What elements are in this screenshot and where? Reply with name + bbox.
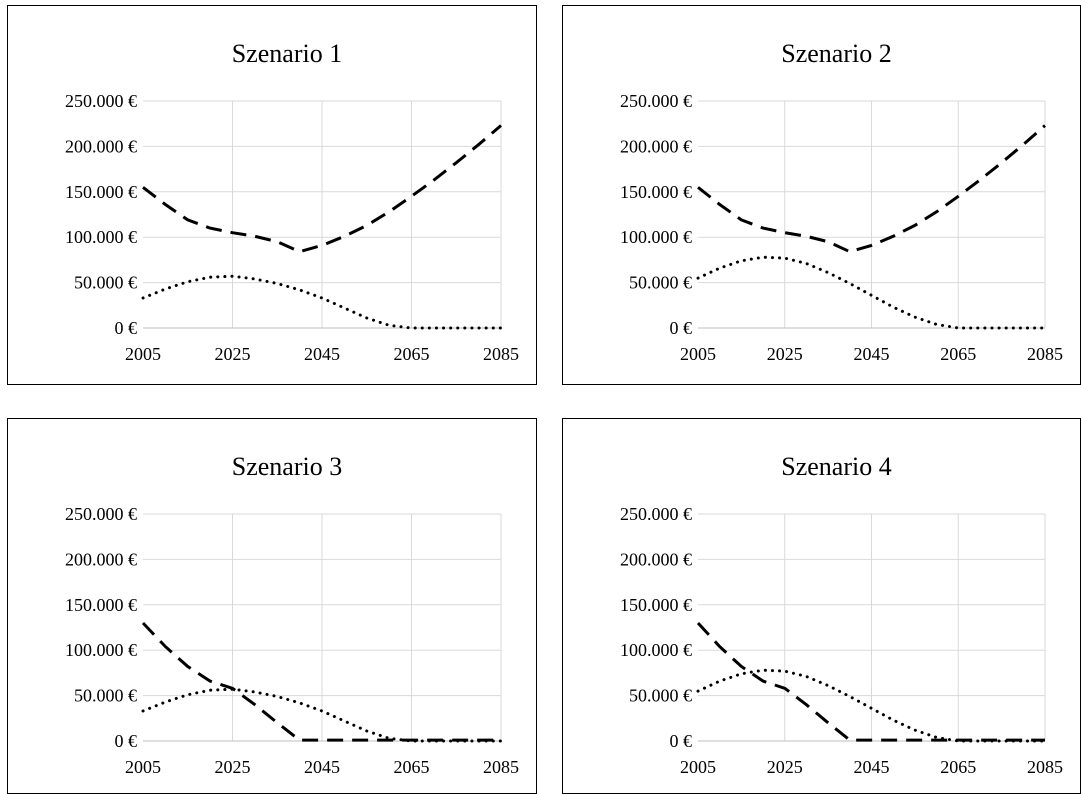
y-tick-label: 250.000 € bbox=[65, 504, 137, 524]
x-tick-label: 2005 bbox=[125, 757, 161, 777]
chart-svg: Szenario 1 0 € 50.000 € 100.000 € 150.000 € 2… bbox=[65, 39, 519, 364]
y-tick-label: 50.000 € bbox=[629, 686, 692, 706]
chart-title: Szenario 3 bbox=[232, 452, 342, 481]
chart-title: Szenario 2 bbox=[781, 39, 891, 68]
x-tick-label: 2065 bbox=[394, 344, 430, 364]
y-tick-label: 200.000 € bbox=[620, 549, 692, 569]
series-line-dotted bbox=[141, 687, 503, 743]
x-tick-label: 2005 bbox=[680, 757, 716, 777]
x-tick-label: 2085 bbox=[483, 757, 519, 777]
x-tick-label: 2005 bbox=[125, 344, 161, 364]
y-tick-label: 100.000 € bbox=[620, 227, 692, 247]
chart-panel-scenario-2: Szenario 2 0 € 50.000 € 100.000 € 150.000 € 2… bbox=[562, 5, 1081, 385]
chart-title: Szenario 1 bbox=[232, 39, 342, 68]
x-tick-label: 2025 bbox=[767, 344, 803, 364]
x-tick-label: 2065 bbox=[940, 757, 976, 777]
chart-svg: Szenario 4 0 € 50.000 € 100.000 € 150.000 € 2… bbox=[620, 452, 1063, 777]
x-tick-label: 2085 bbox=[1027, 757, 1063, 777]
x-tick-label: 2045 bbox=[304, 757, 340, 777]
x-tick-label: 2045 bbox=[304, 344, 340, 364]
series-line-dotted bbox=[696, 255, 1047, 330]
y-tick-label: 150.000 € bbox=[65, 182, 137, 202]
x-tick-label: 2065 bbox=[394, 757, 430, 777]
series-line-dashed bbox=[696, 621, 1045, 742]
chart-panel-scenario-3: Szenario 3 0 € 50.000 € 100.000 € 150.000 € 2… bbox=[7, 418, 537, 794]
y-tick-label: 200.000 € bbox=[65, 136, 137, 156]
y-tick-label: 0 € bbox=[670, 731, 693, 751]
y-tick-label: 100.000 € bbox=[65, 640, 137, 660]
x-tick-label: 2045 bbox=[854, 344, 890, 364]
y-tick-label: 50.000 € bbox=[74, 273, 137, 293]
y-tick-label: 150.000 € bbox=[620, 595, 692, 615]
x-tick-label: 2025 bbox=[215, 757, 251, 777]
chart-panel-scenario-1: Szenario 1 0 € 50.000 € 100.000 € 150.000 € 2… bbox=[7, 5, 537, 385]
x-tick-label: 2065 bbox=[940, 344, 976, 364]
y-tick-label: 100.000 € bbox=[620, 640, 692, 660]
series-line-dotted bbox=[696, 668, 1047, 743]
chart-svg: Szenario 3 0 € 50.000 € 100.000 € 150.000 € 2… bbox=[65, 452, 519, 777]
y-tick-label: 50.000 € bbox=[74, 686, 137, 706]
y-tick-label: 250.000 € bbox=[620, 91, 692, 111]
y-tick-label: 0 € bbox=[115, 318, 138, 338]
y-tick-label: 0 € bbox=[670, 318, 693, 338]
y-tick-label: 100.000 € bbox=[65, 227, 137, 247]
x-tick-label: 2005 bbox=[680, 344, 716, 364]
y-tick-label: 200.000 € bbox=[65, 549, 137, 569]
x-tick-label: 2025 bbox=[215, 344, 251, 364]
x-tick-label: 2085 bbox=[1027, 344, 1063, 364]
y-tick-label: 150.000 € bbox=[65, 595, 137, 615]
x-tick-label: 2045 bbox=[854, 757, 890, 777]
x-tick-label: 2085 bbox=[483, 344, 519, 364]
y-tick-label: 250.000 € bbox=[620, 504, 692, 524]
series-line-dashed bbox=[141, 621, 501, 742]
chart-svg: Szenario 2 0 € 50.000 € 100.000 € 150.000 € 2… bbox=[620, 39, 1063, 364]
series-line-dashed bbox=[142, 124, 502, 254]
y-tick-label: 250.000 € bbox=[65, 91, 137, 111]
series-line-dotted bbox=[141, 274, 503, 330]
y-tick-label: 0 € bbox=[115, 731, 138, 751]
x-tick-label: 2025 bbox=[767, 757, 803, 777]
series-line-dashed bbox=[697, 124, 1046, 254]
y-tick-label: 50.000 € bbox=[629, 273, 692, 293]
chart-title: Szenario 4 bbox=[781, 452, 891, 481]
chart-panel-scenario-4: Szenario 4 0 € 50.000 € 100.000 € 150.000 € 2… bbox=[562, 418, 1081, 794]
y-tick-label: 150.000 € bbox=[620, 182, 692, 202]
y-tick-label: 200.000 € bbox=[620, 136, 692, 156]
